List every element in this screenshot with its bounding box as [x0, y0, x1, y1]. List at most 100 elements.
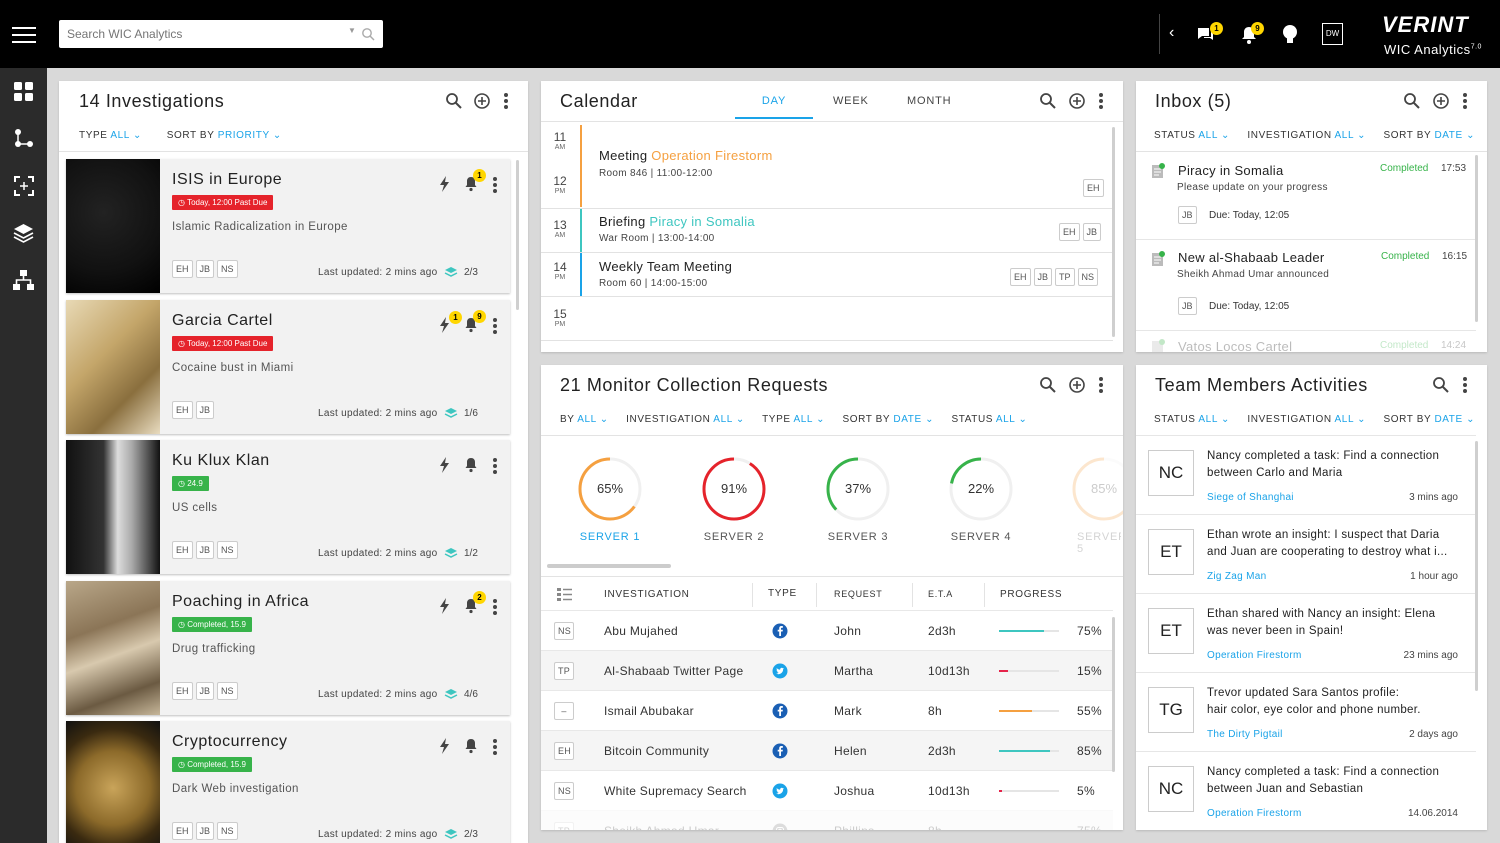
search-dropdown-icon[interactable]: ▼	[348, 26, 356, 35]
more-options-icon[interactable]	[493, 318, 497, 334]
layers-icon[interactable]	[13, 223, 34, 243]
bell-icon[interactable]	[464, 457, 478, 473]
scrollbar[interactable]	[516, 160, 519, 310]
more-options-icon[interactable]	[1099, 377, 1103, 393]
event-link[interactable]: Operation Firestorm	[651, 148, 773, 163]
table-row[interactable]: NS White Supremacy Search Joshua 10d13h …	[541, 770, 1113, 810]
tab-day[interactable]: DAY	[761, 95, 787, 107]
user-tag[interactable]: EH	[172, 401, 193, 419]
server-gauge[interactable]: 85%	[1069, 454, 1123, 524]
user-tag[interactable]: NS	[217, 541, 238, 559]
activity-link[interactable]: Siege of Shanghai	[1207, 492, 1294, 503]
activity-item[interactable]: ET Ethan wrote an insight: I suspect tha…	[1136, 514, 1476, 593]
user-tag[interactable]: JB	[195, 682, 215, 700]
filter-dropdown[interactable]: DATE ⌄	[1434, 414, 1476, 425]
investigation-card[interactable]: Poaching in Africa ◷ Completed, 15.9 Drug …	[66, 581, 510, 715]
search-box[interactable]: ▼	[59, 20, 383, 48]
calendar-event[interactable]: Weekly Team Meeting Room 60 | 14:00-15:0…	[580, 253, 1111, 296]
filter-dropdown[interactable]: ALL ⌄	[793, 414, 826, 425]
more-options-icon[interactable]	[504, 93, 508, 109]
user-tag[interactable]: NS	[554, 622, 574, 640]
filter-dropdown[interactable]: ALL ⌄	[577, 414, 609, 425]
filter-type-dropdown[interactable]: ALL ⌄	[110, 130, 142, 141]
server-label[interactable]: SERVER 3	[827, 531, 889, 543]
more-options-icon[interactable]	[1463, 377, 1467, 393]
bell-icon[interactable]	[464, 738, 478, 754]
avatar[interactable]: TG	[1148, 687, 1194, 733]
user-tag[interactable]: JB	[195, 260, 215, 278]
sort-dropdown[interactable]: PRIORITY ⌄	[217, 130, 282, 141]
avatar[interactable]: NC	[1148, 766, 1194, 812]
user-tag[interactable]: JB	[1178, 206, 1197, 224]
filter-dropdown[interactable]: ALL ⌄	[1198, 414, 1230, 425]
tab-week[interactable]: WEEK	[833, 95, 869, 107]
investigation-card[interactable]: Ku Klux Klan ◷ 24.9 US cells EH JB NS Last upd…	[66, 440, 510, 574]
column-eta[interactable]: E.T.A	[928, 589, 954, 599]
search-icon[interactable]	[445, 92, 463, 110]
column-investigation[interactable]: INVESTIGATION	[604, 589, 690, 600]
table-row[interactable]: NS Abu Mujahed John 2d3h 75%	[541, 610, 1113, 650]
activity-link[interactable]: Operation Firestorm	[1207, 650, 1302, 661]
search-icon[interactable]	[1039, 376, 1057, 394]
server-gauge[interactable]: 37%	[823, 454, 893, 524]
hierarchy-icon[interactable]	[13, 270, 34, 290]
search-input[interactable]	[67, 25, 337, 43]
user-tag[interactable]: TP	[554, 662, 574, 680]
flash-icon[interactable]	[439, 317, 451, 333]
investigation-card[interactable]: Cryptocurrency ◷ Completed, 15.9 Dark Web …	[66, 721, 510, 843]
user-tag[interactable]: NS	[217, 260, 238, 278]
server-gauge[interactable]: 22%	[946, 454, 1016, 524]
user-tag[interactable]: JB	[1033, 268, 1053, 286]
server-label[interactable]: SERVER 2	[703, 531, 765, 543]
scrollbar[interactable]	[1475, 441, 1478, 691]
messages-icon[interactable]	[1196, 26, 1214, 42]
scrollbar[interactable]	[1112, 127, 1115, 337]
more-options-icon[interactable]	[1463, 93, 1467, 109]
filter-dropdown[interactable]: ALL ⌄	[1334, 130, 1367, 141]
scrollbar[interactable]	[1475, 155, 1478, 322]
inbox-item[interactable]: New al-Shabaab Leader Completed 16:15 Sh…	[1136, 240, 1476, 330]
filter-dropdown[interactable]: DATE ⌄	[1434, 130, 1476, 141]
investigation-name[interactable]: Ismail Abubakar	[604, 704, 694, 718]
activity-link[interactable]: The Dirty Pigtail	[1207, 729, 1283, 740]
table-row[interactable]: – Ismail Abubakar Mark 8h 55%	[541, 690, 1113, 730]
dashboard-icon[interactable]	[14, 82, 33, 101]
user-tag[interactable]: JB	[1082, 223, 1102, 241]
user-tag[interactable]: EH	[172, 541, 193, 559]
server-gauge[interactable]: 65%	[575, 454, 645, 524]
more-options-icon[interactable]	[493, 599, 497, 615]
add-icon[interactable]	[473, 92, 491, 110]
avatar[interactable]: ET	[1148, 608, 1194, 654]
user-tag[interactable]: EH	[1059, 223, 1080, 241]
calendar-event[interactable]: Meeting Operation Firestorm Room 846 | 1…	[580, 125, 1111, 207]
search-icon[interactable]	[1403, 92, 1421, 110]
activity-item[interactable]: NC Nancy completed a task: Find a connec…	[1136, 435, 1476, 514]
user-tag[interactable]: NS	[554, 782, 574, 800]
filter-dropdown[interactable]: ALL ⌄	[995, 414, 1028, 425]
investigation-name[interactable]: Al-Shabaab Twitter Page	[604, 664, 744, 678]
user-tag[interactable]: NS	[217, 822, 238, 840]
activity-link[interactable]: Zig Zag Man	[1207, 571, 1267, 582]
tab-month[interactable]: MONTH	[907, 95, 952, 107]
investigation-name[interactable]: Sheikh Ahmad Umar	[604, 824, 719, 830]
column-progress[interactable]: PROGRESS	[1000, 589, 1063, 600]
investigation-card[interactable]: Garcia Cartel ◷ Today, 12:00 Past Due Coca…	[66, 300, 510, 434]
user-tag[interactable]: NS	[217, 682, 238, 700]
gauge-scrollbar[interactable]	[547, 564, 671, 568]
investigation-name[interactable]: Bitcoin Community	[604, 744, 710, 758]
user-tag[interactable]: EH	[172, 260, 193, 278]
more-options-icon[interactable]	[493, 739, 497, 755]
user-tag[interactable]: EH	[554, 742, 574, 760]
avatar[interactable]: NC	[1148, 450, 1194, 496]
user-avatar[interactable]: DW	[1322, 23, 1343, 45]
user-tag[interactable]: TP	[554, 822, 574, 830]
scrollbar[interactable]	[1112, 617, 1115, 772]
user-tag[interactable]: EH	[1010, 268, 1031, 286]
column-request[interactable]: REQUEST	[834, 589, 883, 599]
user-tag[interactable]: JB	[195, 401, 215, 419]
add-icon[interactable]	[1432, 92, 1450, 110]
server-gauge[interactable]: 91%	[699, 454, 769, 524]
back-icon[interactable]: ‹	[1169, 24, 1175, 41]
filter-dropdown[interactable]: ALL ⌄	[1198, 130, 1230, 141]
user-tag[interactable]: JB	[195, 822, 215, 840]
